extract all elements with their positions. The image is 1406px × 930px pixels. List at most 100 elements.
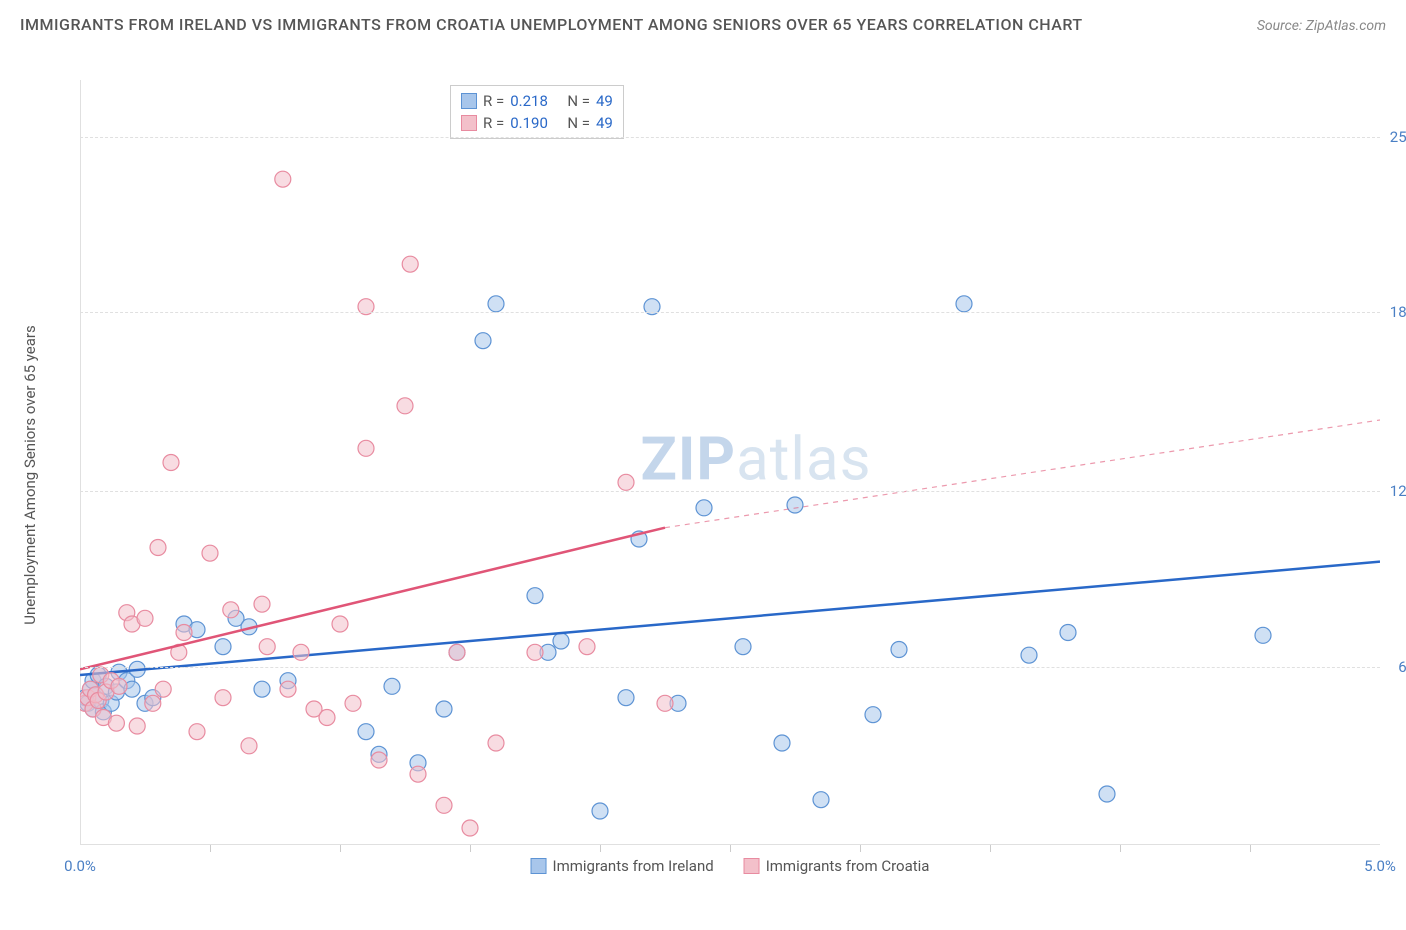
stats-row-croatia: R = 0.190 N = 49 bbox=[461, 112, 613, 134]
r-label: R = bbox=[483, 92, 504, 110]
data-point bbox=[527, 588, 543, 604]
data-point bbox=[254, 681, 270, 697]
data-point bbox=[475, 333, 491, 349]
data-point bbox=[293, 644, 309, 660]
data-point bbox=[488, 296, 504, 312]
scatter-plot-svg bbox=[80, 80, 1380, 870]
data-point bbox=[280, 681, 296, 697]
source-attribution: Source: ZipAtlas.com bbox=[1257, 18, 1386, 34]
data-point bbox=[436, 701, 452, 717]
y-tick-label: 18.8% bbox=[1390, 303, 1406, 321]
n-value-ireland: 49 bbox=[596, 92, 613, 110]
data-point bbox=[618, 690, 634, 706]
data-point bbox=[176, 625, 192, 641]
legend-item-ireland: Immigrants from Ireland bbox=[531, 857, 714, 875]
x-tick bbox=[340, 845, 341, 852]
x-tick-label: 5.0% bbox=[1364, 857, 1396, 875]
data-point bbox=[1021, 647, 1037, 663]
data-point bbox=[553, 633, 569, 649]
y-tick-label: 25.0% bbox=[1390, 128, 1406, 146]
x-tick bbox=[730, 845, 731, 852]
n-label: N = bbox=[567, 114, 590, 132]
data-point bbox=[358, 724, 374, 740]
legend-label-croatia: Immigrants from Croatia bbox=[766, 857, 930, 875]
series-legend: Immigrants from Ireland Immigrants from … bbox=[531, 857, 930, 875]
y-tick-label: 6.3% bbox=[1398, 658, 1406, 676]
data-point bbox=[402, 256, 418, 272]
data-point bbox=[1099, 786, 1115, 802]
data-point bbox=[436, 797, 452, 813]
data-point bbox=[332, 616, 348, 632]
data-point bbox=[319, 710, 335, 726]
data-point bbox=[202, 545, 218, 561]
data-point bbox=[618, 474, 634, 490]
grid-line bbox=[80, 312, 1380, 313]
data-point bbox=[397, 398, 413, 414]
data-point bbox=[150, 540, 166, 556]
x-tick bbox=[600, 845, 601, 852]
chart-container: Unemployment Among Seniors over 65 years… bbox=[60, 80, 1380, 870]
data-point bbox=[410, 766, 426, 782]
data-point bbox=[223, 602, 239, 618]
stats-row-ireland: R = 0.218 N = 49 bbox=[461, 90, 613, 112]
legend-label-ireland: Immigrants from Ireland bbox=[553, 857, 714, 875]
data-point bbox=[137, 610, 153, 626]
x-tick bbox=[1120, 845, 1121, 852]
n-label: N = bbox=[567, 92, 590, 110]
data-point bbox=[145, 695, 161, 711]
y-axis-label: Unemployment Among Seniors over 65 years bbox=[21, 325, 39, 624]
x-tick-label: 0.0% bbox=[64, 857, 96, 875]
data-point bbox=[462, 820, 478, 836]
x-tick bbox=[1250, 845, 1251, 852]
data-point bbox=[345, 695, 361, 711]
data-point bbox=[488, 735, 504, 751]
data-point bbox=[696, 500, 712, 516]
stats-swatch-ireland bbox=[461, 93, 477, 109]
r-value-croatia: 0.190 bbox=[510, 114, 548, 132]
data-point bbox=[774, 735, 790, 751]
data-point bbox=[259, 639, 275, 655]
data-point bbox=[189, 724, 205, 740]
x-tick bbox=[860, 845, 861, 852]
data-point bbox=[163, 455, 179, 471]
x-tick bbox=[210, 845, 211, 852]
data-point bbox=[129, 718, 145, 734]
r-label: R = bbox=[483, 114, 504, 132]
data-point bbox=[358, 440, 374, 456]
correlation-stats-box: R = 0.218 N = 49 R = 0.190 N = 49 bbox=[450, 85, 624, 139]
data-point bbox=[108, 715, 124, 731]
legend-swatch-croatia bbox=[744, 858, 760, 874]
n-value-croatia: 49 bbox=[596, 114, 613, 132]
data-point bbox=[275, 171, 291, 187]
data-point bbox=[657, 695, 673, 711]
data-point bbox=[787, 497, 803, 513]
data-point bbox=[527, 644, 543, 660]
data-point bbox=[579, 639, 595, 655]
data-point bbox=[241, 738, 257, 754]
data-point bbox=[735, 639, 751, 655]
data-point bbox=[891, 642, 907, 658]
data-point bbox=[215, 639, 231, 655]
x-tick bbox=[470, 845, 471, 852]
grid-line bbox=[80, 137, 1380, 138]
y-tick-label: 12.5% bbox=[1390, 482, 1406, 500]
data-point bbox=[254, 596, 270, 612]
data-point bbox=[111, 678, 127, 694]
data-point bbox=[592, 803, 608, 819]
trend-line bbox=[80, 562, 1380, 675]
r-value-ireland: 0.218 bbox=[510, 92, 548, 110]
data-point bbox=[813, 792, 829, 808]
legend-swatch-ireland bbox=[531, 858, 547, 874]
data-point bbox=[449, 644, 465, 660]
chart-header: IMMIGRANTS FROM IRELAND VS IMMIGRANTS FR… bbox=[0, 0, 1406, 38]
data-point bbox=[384, 678, 400, 694]
stats-swatch-croatia bbox=[461, 115, 477, 131]
data-point bbox=[155, 681, 171, 697]
trend-line bbox=[80, 528, 665, 670]
plot-area: ZIPatlas R = 0.218 N = 49 R = 0.190 N = … bbox=[80, 80, 1380, 870]
x-tick bbox=[990, 845, 991, 852]
data-point bbox=[371, 752, 387, 768]
data-point bbox=[1060, 625, 1076, 641]
data-point bbox=[956, 296, 972, 312]
data-point bbox=[865, 707, 881, 723]
